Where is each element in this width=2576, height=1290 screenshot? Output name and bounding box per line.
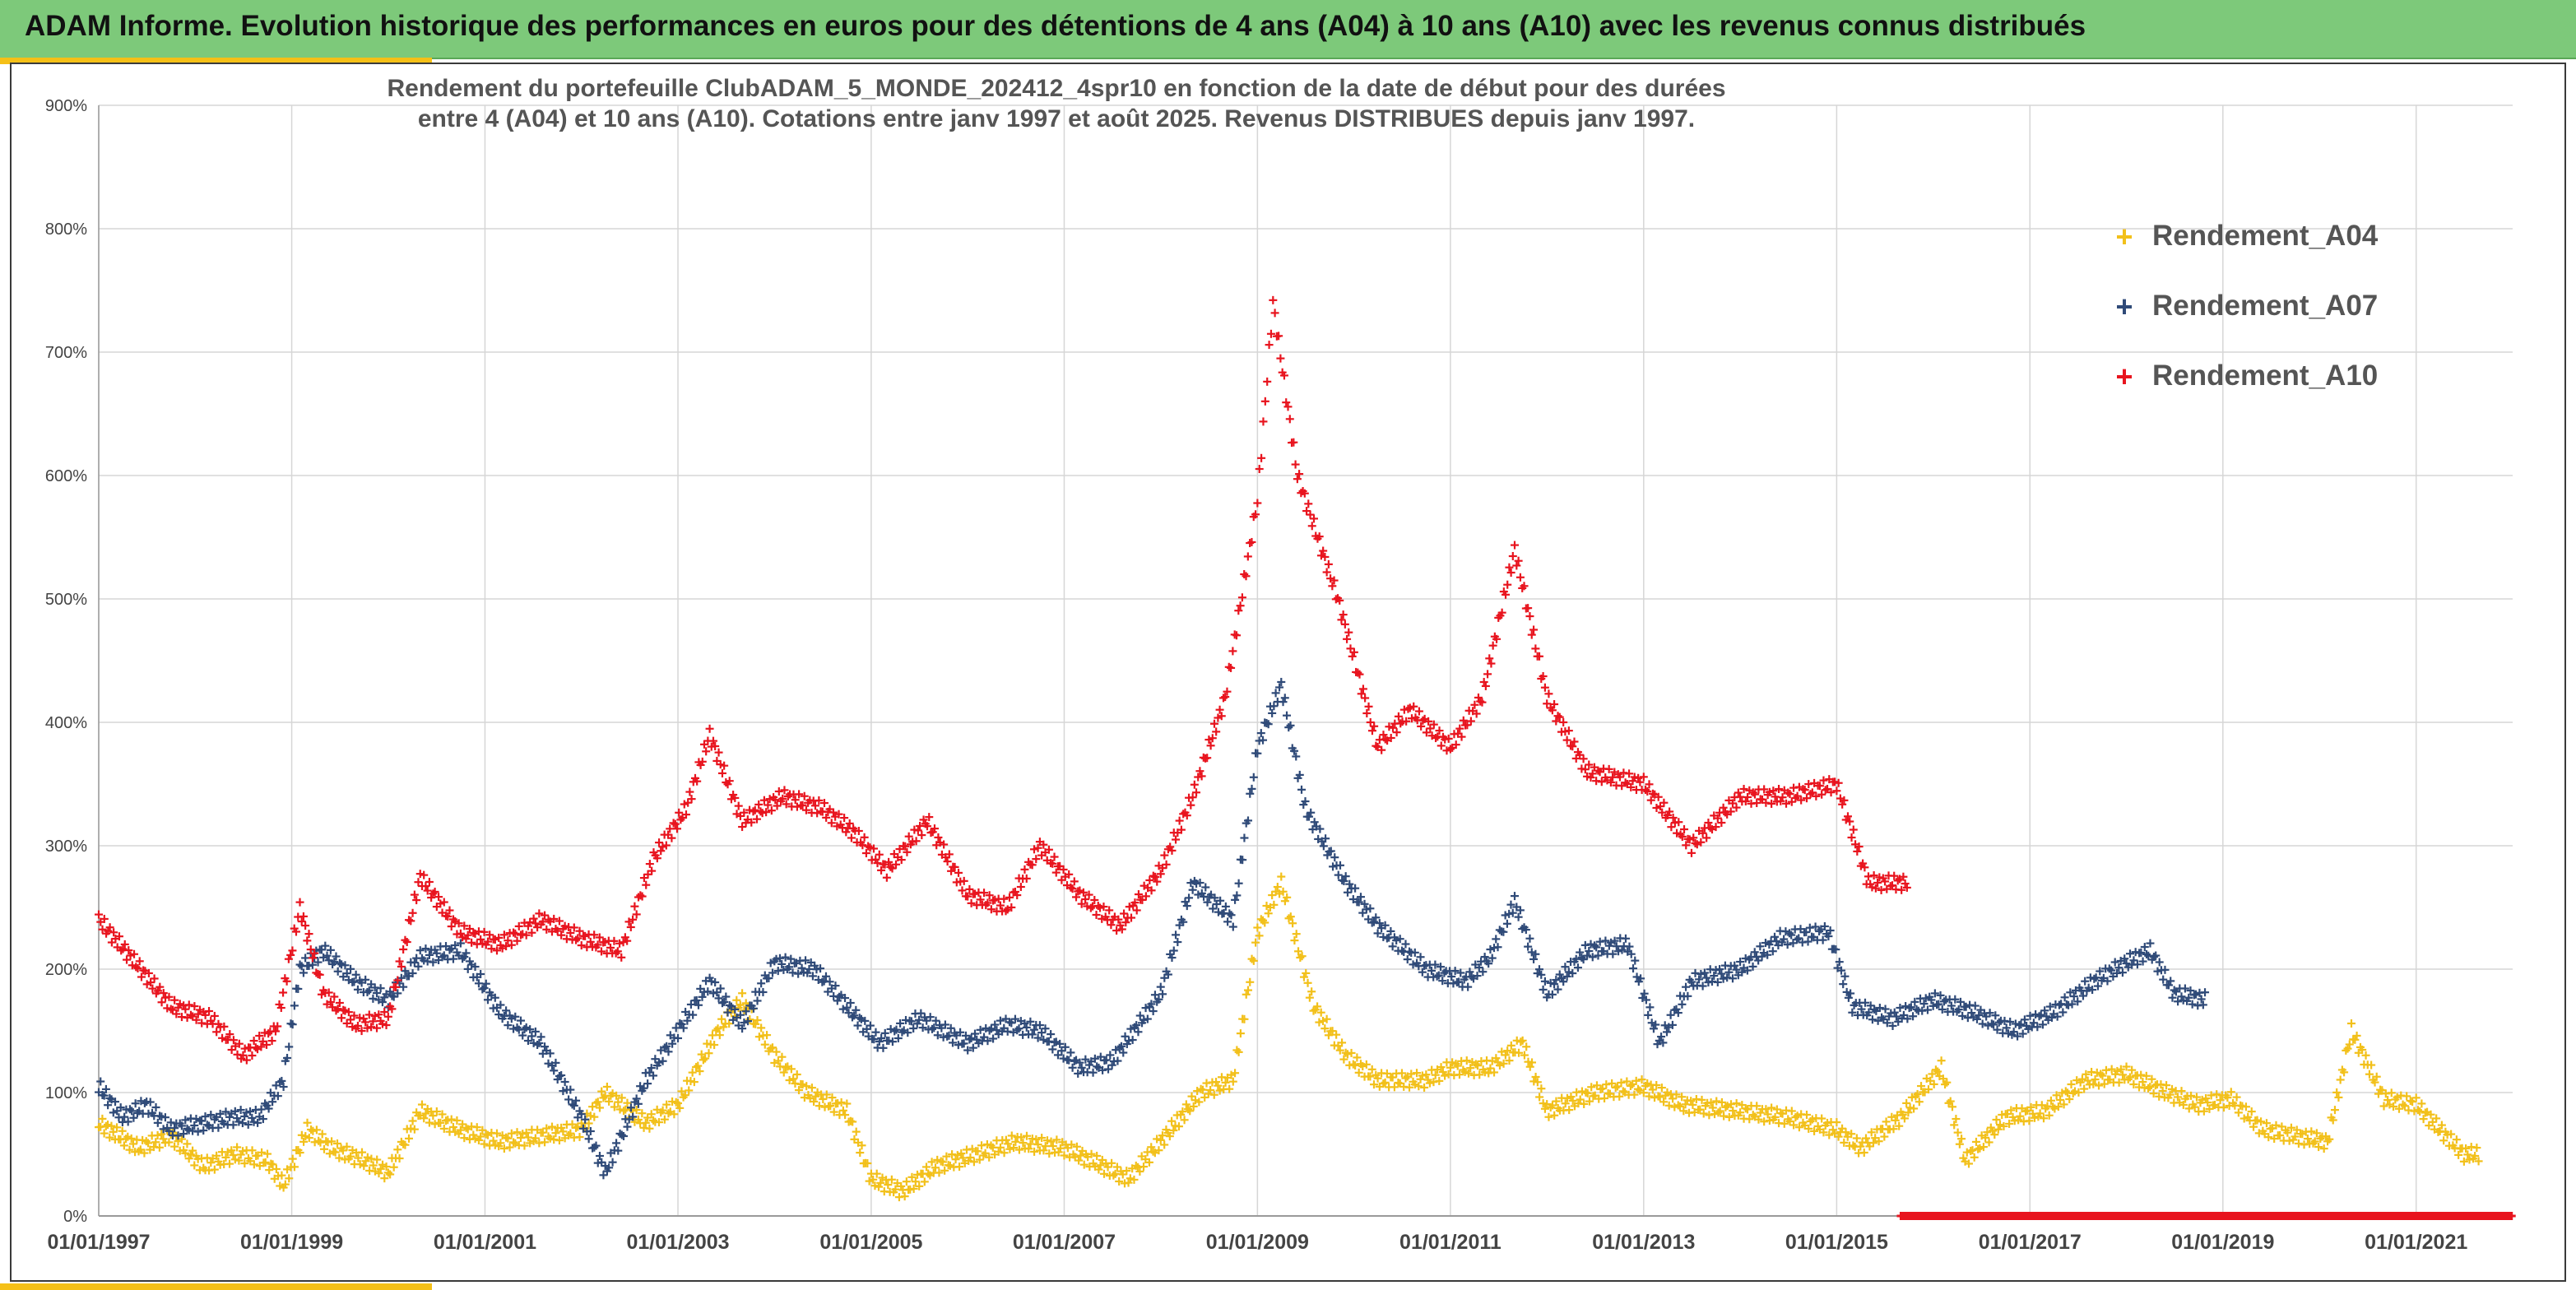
y-tick-label: 500% <box>45 591 87 609</box>
chart: Rendement du portefeuille ClubADAM_5_MON… <box>45 75 2516 1254</box>
legend-label-a07: Rendement_A07 <box>2152 290 2378 322</box>
x-tick-label: 01/01/2013 <box>1592 1231 1695 1254</box>
legend-label-a10: Rendement_A10 <box>2152 360 2378 392</box>
x-tick-label: 01/01/2001 <box>434 1231 536 1254</box>
y-tick-label: 0% <box>63 1208 87 1226</box>
gridlines <box>98 104 2513 1217</box>
legend: + Rendement_A04 + Rendement_A07 + Rendem… <box>2115 220 2378 393</box>
x-tick-label: 01/01/2019 <box>2171 1231 2274 1254</box>
legend-marker-a07: + <box>2115 290 2133 323</box>
y-tick-label: 900% <box>45 97 87 115</box>
y-axis-ticks: 0% 100% 200% 300% 400% 500% 600% 700% 800% 900% <box>45 97 87 1226</box>
x-tick-label: 01/01/2017 <box>1979 1231 2082 1254</box>
x-tick-label: 01/01/2007 <box>1013 1231 1116 1254</box>
x-tick-label: 01/01/2005 <box>819 1231 922 1254</box>
x-tick-label: 01/01/2021 <box>2365 1231 2467 1254</box>
legend-marker-a10: + <box>2115 360 2133 393</box>
x-axis-ticks: 01/01/1997 01/01/1999 01/01/2001 01/01/2003… <box>47 1231 2467 1254</box>
y-tick-label: 100% <box>45 1084 87 1102</box>
chart-title-line-1: Rendement du portefeuille ClubADAM_5_MON… <box>387 75 1725 102</box>
chart-title-line-2: entre 4 (A04) et 10 ans (A10). Cotations… <box>418 105 1695 132</box>
accent-stripe-top <box>0 58 432 64</box>
x-tick-label: 01/01/2009 <box>1206 1231 1309 1254</box>
y-tick-label: 400% <box>45 714 87 732</box>
y-tick-label: 700% <box>45 344 87 362</box>
chart-frame: Rendement du portefeuille ClubADAM_5_MON… <box>10 63 2566 1282</box>
series-rendement-a04 <box>95 872 2483 1202</box>
series-rendement-a10-tail <box>1896 1212 2516 1220</box>
x-tick-label: 01/01/2015 <box>1785 1231 1888 1254</box>
y-tick-label: 300% <box>45 838 87 856</box>
series-rendement-a07 <box>95 677 2210 1180</box>
data-points <box>95 295 2516 1220</box>
y-tick-label: 800% <box>45 220 87 239</box>
y-tick-label: 600% <box>45 467 87 485</box>
legend-marker-a04: + <box>2115 220 2133 253</box>
y-tick-label: 200% <box>45 961 87 979</box>
x-tick-label: 01/01/1997 <box>47 1231 150 1254</box>
accent-stripe-bottom <box>0 1283 432 1290</box>
x-tick-label: 01/01/1999 <box>240 1231 343 1254</box>
x-tick-label: 01/01/2011 <box>1399 1231 1502 1254</box>
series-rendement-a10 <box>95 295 1911 1065</box>
x-tick-label: 01/01/2003 <box>626 1231 729 1254</box>
page-title: ADAM Informe. Evolution historique des p… <box>25 10 2086 42</box>
legend-label-a04: Rendement_A04 <box>2152 220 2379 252</box>
header-bar: ADAM Informe. Evolution historique des p… <box>0 0 2576 59</box>
